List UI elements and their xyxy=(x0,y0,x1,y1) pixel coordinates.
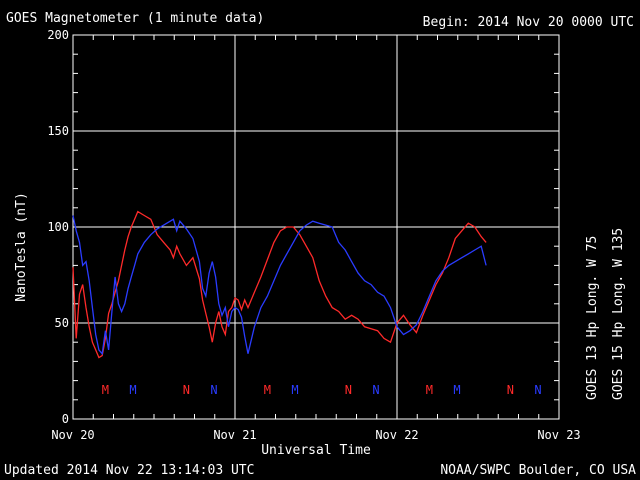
annotation-n: N xyxy=(372,383,379,397)
annotation-m: M xyxy=(291,383,298,397)
begin-time: Begin: 2014 Nov 20 0000 UTC xyxy=(423,15,634,30)
grid xyxy=(72,34,560,420)
y-axis-ticks: 0 50 100 150 200 xyxy=(47,28,69,426)
y-tick-label: 200 xyxy=(47,28,69,42)
x-tick-label: Nov 22 xyxy=(375,428,418,442)
x-tick-label: Nov 20 xyxy=(51,428,94,442)
annotation-n: N xyxy=(534,383,541,397)
y-tick-label: 150 xyxy=(47,124,69,138)
annotation-m: M xyxy=(426,383,433,397)
updated-timestamp: Updated 2014 Nov 22 13:14:03 UTC xyxy=(4,463,254,478)
x-axis-label: Universal Time xyxy=(261,443,371,458)
annotation-n: N xyxy=(183,383,190,397)
chart-title: GOES Magnetometer (1 minute data) xyxy=(6,11,264,26)
plot-frame xyxy=(72,34,560,420)
legend-goes15: GOES 15 Hp Long. W 135 xyxy=(611,228,626,400)
annotation-n: N xyxy=(345,383,352,397)
series-lines xyxy=(72,210,487,359)
annotation-m: M xyxy=(453,383,460,397)
annotation-m: M xyxy=(102,383,109,397)
series-line-goes15 xyxy=(72,215,487,356)
y-tick-label: 50 xyxy=(55,316,69,330)
annotation-m: M xyxy=(264,383,271,397)
y-axis-label: NanoTesla (nT) xyxy=(14,192,29,302)
series-line-goes13 xyxy=(72,210,487,359)
y-tick-label: 100 xyxy=(47,220,69,234)
x-tick-label: Nov 23 xyxy=(537,428,580,442)
credit-text: NOAA/SWPC Boulder, CO USA xyxy=(440,463,636,478)
annotation-m: M xyxy=(129,383,136,397)
y-tick-label: 0 xyxy=(62,412,69,426)
annotation-n: N xyxy=(507,383,514,397)
x-tick-label: Nov 21 xyxy=(213,428,256,442)
x-axis-ticks: Nov 20 Nov 21 Nov 22 Nov 23 xyxy=(51,428,580,442)
annotation-n: N xyxy=(210,383,217,397)
legend-goes13: GOES 13 Hp Long. W 75 xyxy=(585,236,600,400)
